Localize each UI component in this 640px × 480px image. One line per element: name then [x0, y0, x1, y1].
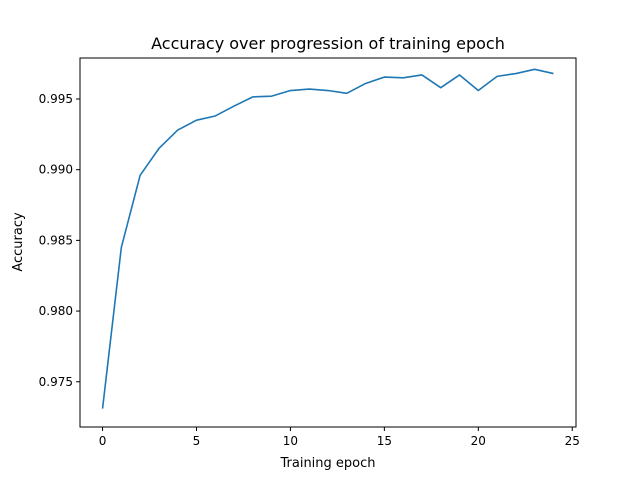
series-layer — [101, 68, 554, 409]
plot-area-frame — [79, 57, 577, 428]
y-tick-label: 0.975 — [39, 375, 73, 389]
x-tick-label: 10 — [283, 434, 298, 448]
y-axis-label: Accuracy — [11, 212, 26, 272]
x-tick-label: 0 — [99, 434, 107, 448]
x-tick-label: 5 — [193, 434, 201, 448]
series-line-0 — [101, 68, 554, 409]
x-tick-label: 20 — [471, 434, 486, 448]
x-axis-label: Training epoch — [279, 456, 375, 471]
y-tick-label: 0.980 — [39, 304, 73, 318]
x-axis-ticks: 0 5 10 15 20 25 — [99, 427, 580, 448]
chart-title: Accuracy over progression of training ep… — [151, 34, 505, 53]
y-axis-ticks: 0.975 0.980 0.985 0.990 0.995 — [39, 92, 80, 389]
x-tick-label: 15 — [377, 434, 392, 448]
x-tick-label: 25 — [565, 434, 580, 448]
y-tick-label: 0.985 — [39, 233, 73, 247]
y-tick-label: 0.990 — [39, 163, 73, 177]
y-tick-label: 0.995 — [39, 92, 73, 106]
